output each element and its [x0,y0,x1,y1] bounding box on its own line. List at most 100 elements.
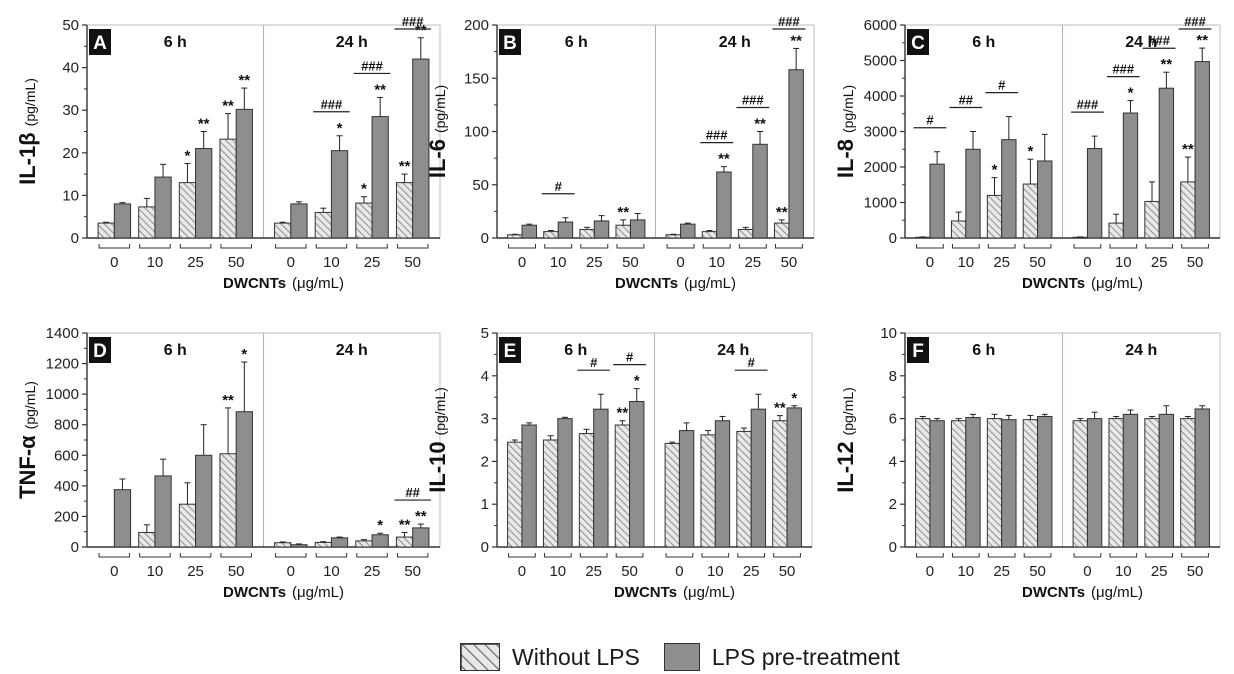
significance-mark: ** [1182,141,1194,158]
comparison-mark: ### [361,58,383,73]
x-axis-label-unit: (μg/mL) [1091,275,1143,292]
category-bracket [580,244,609,249]
comparison-mark: # [998,78,1006,93]
bar-without-lps [138,206,156,239]
bar-without-lps [736,430,752,548]
x-tick-label: 50 [1187,563,1204,580]
x-tick-label: 50 [781,254,798,271]
comparison-mark: ## [405,485,420,500]
bar-without-lps [1180,418,1196,548]
x-tick-label: 50 [1187,254,1204,271]
category-bracket [737,553,766,558]
bar-lps [965,417,981,548]
comparison-mark: ### [778,14,800,29]
y-tick-label: 40 [62,60,79,77]
significance-mark: * [791,390,797,407]
x-tick-label: 0 [676,254,684,271]
bar-without-lps [950,420,967,548]
x-tick-label: 25 [1151,254,1168,271]
x-tick-label: 50 [621,563,638,580]
category-bracket [1023,553,1052,558]
bar-without-lps [507,441,523,548]
y-tick-label: 0 [481,230,489,247]
category-bracket [139,244,171,249]
x-tick-label: 25 [1151,563,1168,580]
significance-mark: ** [1161,56,1173,73]
bar-without-lps [97,222,115,239]
category-bracket [275,553,307,558]
bar-without-lps [614,424,631,548]
category-bracket [179,553,212,558]
y-tick-label: 1 [481,496,489,513]
bar-lps [113,489,132,548]
y-tick-label: 0 [889,539,897,556]
comparison-mark: ### [1148,33,1170,48]
bar-without-lps [579,228,595,239]
x-tick-label: 50 [1029,254,1046,271]
bar-without-lps [274,542,292,548]
comparison-mark: ### [706,128,728,143]
legend-item-without-lps: Without LPS [460,643,640,671]
bar-without-lps [701,231,718,239]
bar-lps [965,148,981,239]
panel-label-box [907,337,929,363]
bar-without-lps [1180,181,1196,239]
bar-without-lps [314,211,332,239]
y-axis-label-unit: (pg/mL) [22,381,38,429]
category-bracket [1145,244,1174,249]
panel-label: B [503,33,517,54]
bar-without-lps [542,439,559,548]
bar-lps [1001,139,1017,239]
y-axis-label-cytokine: TNF-α [15,435,40,499]
group-title: 24 h [1125,34,1157,51]
category-bracket [508,553,536,558]
bar-without-lps [274,222,292,239]
group-title: 24 h [1125,342,1157,359]
x-tick-label: 10 [549,563,566,580]
x-tick-label: 0 [110,563,118,580]
bar-without-lps [178,182,197,239]
x-tick-label: 0 [1083,563,1091,580]
category-bracket [179,244,212,249]
panel-label: F [912,341,924,362]
comparison-mark: # [748,355,756,370]
significance-mark: ** [222,98,234,115]
x-axis-label-name: DWCNTs [1022,275,1085,292]
category-bracket [615,553,644,558]
x-tick-label: 25 [744,254,761,271]
category-bracket [702,244,731,249]
significance-mark: ** [415,22,427,39]
x-tick-label: 0 [287,563,295,580]
bar-without-lps [219,453,237,548]
y-axis-label: IL-1β (pg/mL) [15,78,40,185]
category-bracket [916,553,944,558]
bar-without-lps [915,418,931,548]
y-tick-label: 400 [54,478,79,495]
y-axis-label-cytokine: IL-6 [425,139,450,178]
bar-without-lps [665,234,682,239]
panel-label: C [911,33,925,54]
group-title: 6 h [164,34,187,51]
significance-mark: * [1128,85,1134,102]
panel-label: D [93,341,107,362]
category-bracket [701,553,730,558]
legend: Without LPS LPS pre-treatment [460,640,910,674]
y-tick-label: 50 [472,177,489,194]
y-axis-label-cytokine: IL-12 [833,441,858,492]
y-tick-label: 1000 [864,195,897,212]
bar-without-lps [1144,418,1160,548]
bar-lps [521,224,538,239]
x-tick-label: 50 [622,254,639,271]
y-axis-label-cytokine: IL-1β [15,132,40,185]
group-title: 6 h [972,34,995,51]
y-tick-label: 1400 [46,325,79,342]
y-tick-label: 8 [889,368,897,385]
x-tick-label: 0 [110,254,118,271]
y-tick-label: 20 [62,145,79,162]
comparison-mark: ### [1112,62,1134,77]
group-title: 24 h [336,34,368,51]
panel-label-box [89,337,111,363]
x-axis-label: DWCNTs (μg/mL) [1022,584,1143,601]
